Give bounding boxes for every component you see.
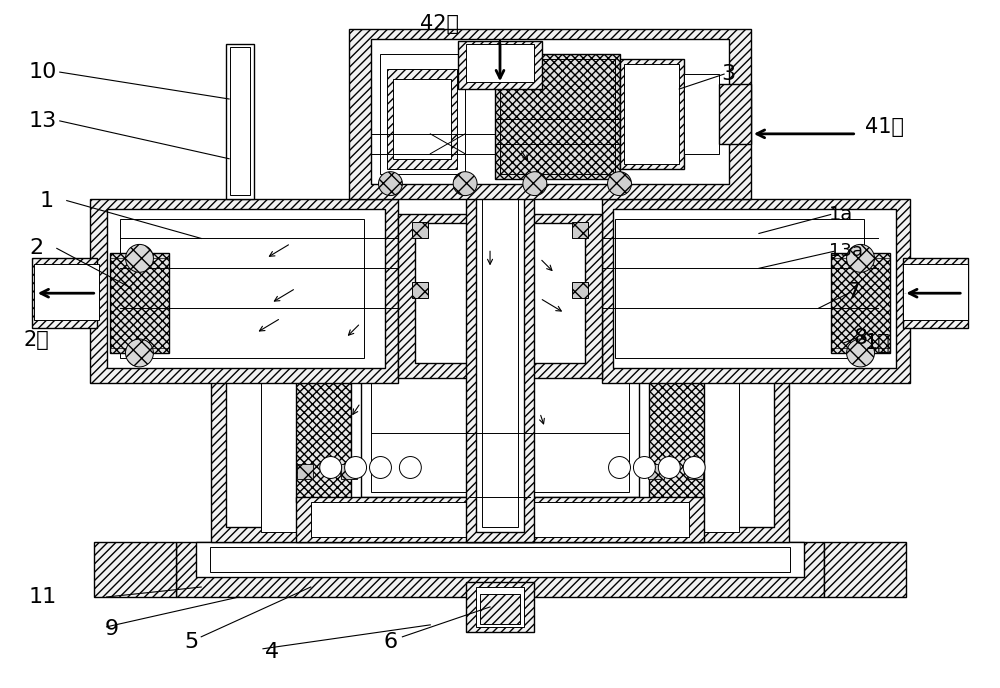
Circle shape: [608, 172, 631, 195]
Text: 6: 6: [383, 632, 398, 652]
Circle shape: [320, 457, 342, 478]
Text: 8: 8: [854, 328, 868, 348]
Bar: [470, 378, 530, 497]
Circle shape: [847, 339, 874, 367]
Circle shape: [378, 172, 402, 195]
Text: 9: 9: [105, 619, 119, 639]
Text: 41口: 41口: [865, 117, 904, 137]
Bar: [476, 587, 524, 627]
Text: 2: 2: [29, 238, 43, 259]
Bar: [572, 282, 588, 298]
Bar: [689, 348, 739, 533]
Bar: [393, 79, 451, 159]
Bar: [476, 79, 524, 533]
Bar: [311, 502, 689, 537]
Bar: [458, 41, 542, 89]
Text: 1口: 1口: [865, 333, 890, 353]
Circle shape: [126, 244, 153, 272]
Text: 11: 11: [29, 587, 57, 607]
Text: 13a: 13a: [829, 242, 863, 260]
Text: 3: 3: [721, 64, 735, 84]
Bar: [120, 219, 364, 358]
Bar: [398, 213, 602, 378]
Bar: [480, 594, 520, 624]
Bar: [602, 199, 910, 383]
Bar: [572, 222, 588, 239]
Bar: [719, 84, 751, 144]
Bar: [466, 74, 534, 542]
Bar: [649, 373, 704, 502]
Bar: [412, 222, 428, 239]
Circle shape: [609, 457, 630, 478]
Text: 7: 7: [847, 282, 861, 302]
Bar: [687, 464, 703, 480]
Bar: [110, 259, 169, 348]
Text: 1a: 1a: [829, 205, 853, 224]
Circle shape: [370, 457, 391, 478]
Bar: [94, 542, 176, 597]
Circle shape: [683, 457, 705, 478]
Bar: [210, 547, 790, 572]
Circle shape: [345, 457, 367, 478]
Bar: [226, 44, 254, 199]
Circle shape: [847, 244, 874, 272]
Bar: [226, 338, 774, 527]
Bar: [648, 464, 664, 480]
Bar: [380, 54, 465, 173]
Text: 10: 10: [29, 62, 57, 82]
Bar: [271, 348, 729, 522]
Text: 5: 5: [184, 632, 199, 652]
Text: 42口: 42口: [420, 14, 459, 34]
Bar: [495, 54, 620, 179]
Bar: [371, 378, 629, 493]
Bar: [615, 219, 864, 358]
Bar: [831, 253, 890, 353]
Text: 1: 1: [40, 191, 54, 211]
Text: 4: 4: [265, 642, 279, 662]
Bar: [620, 59, 684, 169]
Bar: [211, 333, 789, 542]
Bar: [107, 208, 385, 368]
Bar: [349, 30, 751, 199]
Bar: [90, 199, 398, 383]
Bar: [196, 542, 804, 577]
Bar: [296, 373, 351, 502]
Bar: [176, 542, 824, 597]
Bar: [296, 497, 704, 542]
Bar: [230, 47, 250, 195]
Bar: [684, 74, 719, 154]
Bar: [387, 69, 457, 169]
Bar: [903, 259, 968, 328]
Circle shape: [453, 172, 477, 195]
Bar: [500, 59, 615, 173]
Bar: [482, 84, 518, 527]
Text: 13: 13: [29, 111, 57, 131]
Text: 2口: 2口: [24, 330, 50, 350]
Bar: [412, 282, 428, 298]
Circle shape: [523, 172, 547, 195]
Bar: [361, 373, 639, 497]
Bar: [371, 39, 729, 184]
Bar: [903, 264, 968, 320]
Bar: [297, 464, 313, 480]
Bar: [110, 253, 169, 353]
Circle shape: [658, 457, 680, 478]
Circle shape: [126, 339, 153, 367]
Bar: [415, 224, 585, 363]
Bar: [466, 582, 534, 632]
Bar: [261, 348, 311, 533]
Bar: [341, 464, 357, 480]
Circle shape: [633, 457, 655, 478]
Bar: [824, 542, 906, 597]
Bar: [32, 259, 97, 328]
Circle shape: [399, 457, 421, 478]
Bar: [613, 208, 896, 368]
Bar: [34, 264, 99, 320]
Bar: [466, 44, 534, 82]
Bar: [624, 64, 679, 164]
Bar: [831, 259, 890, 348]
